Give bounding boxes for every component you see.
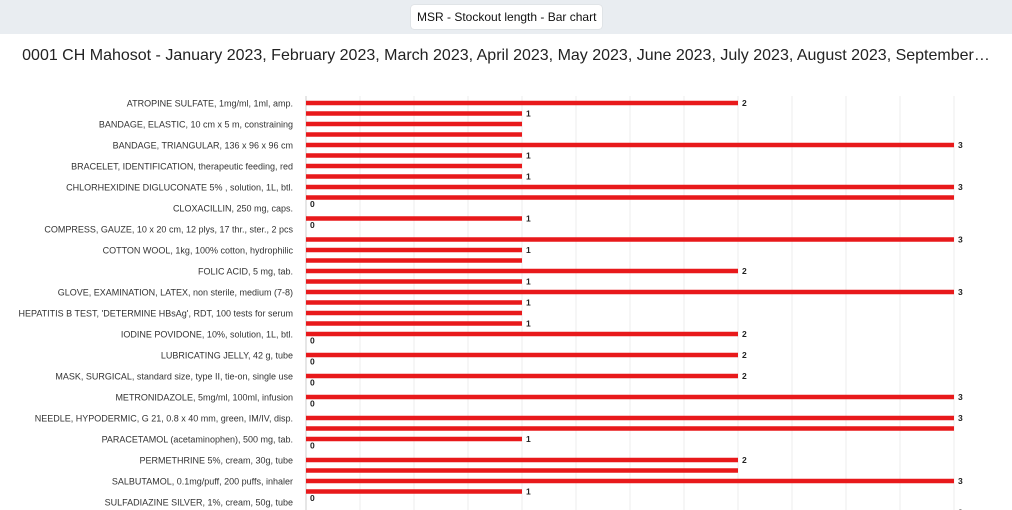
category-label: CHLORHEXIDINE DIGLUCONATE 5% , solution,… — [66, 183, 293, 193]
category-label: MASK, SURGICAL, standard size, type II, … — [55, 372, 293, 382]
bar[interactable] — [306, 478, 954, 484]
category-label: BANDAGE, TRIANGULAR, 136 x 96 x 96 cm — [113, 141, 293, 151]
bar-value-label: 1 — [526, 298, 531, 308]
category-label: PARACETAMOL (acetaminophen), 500 mg, tab… — [102, 435, 293, 445]
category-label: GLOVE, EXAMINATION, LATEX, non sterile, … — [58, 288, 293, 298]
bar-value-label: 3 — [958, 140, 963, 150]
bar[interactable] — [306, 142, 954, 148]
bar-value-label: 0 — [310, 357, 315, 367]
bar[interactable] — [306, 268, 738, 274]
bar[interactable] — [306, 321, 522, 326]
bar-value-label: 0 — [310, 493, 315, 503]
bar-value-label: 2 — [742, 455, 747, 465]
category-label: COMPRESS, GAUZE, 10 x 20 cm, 12 plys, 17… — [44, 225, 293, 235]
category-label: LUBRICATING JELLY, 42 g, tube — [161, 351, 293, 361]
bar[interactable] — [306, 216, 522, 221]
bar[interactable] — [306, 195, 954, 200]
bar-value-label: 1 — [526, 434, 531, 444]
bar-value-label: 3 — [958, 476, 963, 486]
bar[interactable] — [306, 331, 738, 337]
bar-value-label: 3 — [958, 508, 963, 510]
bar[interactable] — [306, 184, 954, 190]
bar[interactable] — [306, 100, 738, 106]
category-label: BRACELET, IDENTIFICATION, therapeutic fe… — [71, 162, 293, 172]
bar[interactable] — [306, 163, 522, 169]
bar[interactable] — [306, 415, 954, 421]
bar[interactable] — [306, 310, 522, 316]
bar[interactable] — [306, 289, 954, 295]
bar-value-label: 3 — [958, 182, 963, 192]
bar-value-label: 1 — [526, 214, 531, 224]
category-label: ATROPINE SULFATE, 1mg/ml, 1ml, amp. — [127, 99, 293, 109]
bar[interactable] — [306, 132, 522, 137]
bar-value-label: 3 — [958, 392, 963, 402]
category-label: SULFADIAZINE SILVER, 1%, cream, 50g, tub… — [105, 498, 293, 508]
bar-value-label: 0 — [310, 336, 315, 346]
bar-value-label: 1 — [526, 245, 531, 255]
bar[interactable] — [306, 489, 522, 494]
bar[interactable] — [306, 237, 954, 242]
bar[interactable] — [306, 373, 738, 379]
bar-value-label: 2 — [742, 266, 747, 276]
bar[interactable] — [306, 121, 522, 127]
bar-value-label: 2 — [742, 371, 747, 381]
bar-value-label: 2 — [742, 98, 747, 108]
bar[interactable] — [306, 300, 522, 305]
top-bar: MSR - Stockout length - Bar chart — [0, 0, 1012, 34]
category-label: NEEDLE, HYPODERMIC, G 21, 0.8 x 40 mm, g… — [35, 414, 293, 424]
bar-value-label: 1 — [526, 172, 531, 182]
bar[interactable] — [306, 394, 954, 400]
bar-value-label: 0 — [310, 441, 315, 451]
category-label: HEPATITIS B TEST, 'DETERMINE HBsAg', RDT… — [19, 309, 294, 319]
bar[interactable] — [306, 436, 522, 442]
category-label: METRONIDAZOLE, 5mg/ml, 100ml, infusion — [115, 393, 293, 403]
bar[interactable] — [306, 258, 522, 263]
bar-value-label: 1 — [526, 151, 531, 161]
bar-value-label: 0 — [310, 399, 315, 409]
category-label: FOLIC ACID, 5 mg, tab. — [198, 267, 293, 277]
bar-value-label: 1 — [526, 319, 531, 329]
category-label: SALBUTAMOL, 0.1mg/puff, 200 puffs, inhal… — [112, 477, 293, 487]
bar[interactable] — [306, 111, 522, 116]
chart-type-badge: MSR - Stockout length - Bar chart — [411, 5, 603, 29]
bar-value-label: 3 — [958, 287, 963, 297]
bar-value-label: 1 — [526, 109, 531, 119]
category-label: BANDAGE, ELASTIC, 10 cm x 5 m, constrain… — [99, 120, 293, 130]
bar-value-label: 3 — [958, 235, 963, 245]
category-label: CLOXACILLIN, 250 mg, caps. — [173, 204, 293, 214]
bar[interactable] — [306, 352, 738, 358]
bar[interactable] — [306, 279, 522, 284]
bar-value-label: 0 — [310, 199, 315, 209]
category-label: IODINE POVIDONE, 10%, solution, 1L, btl. — [121, 330, 293, 340]
bar[interactable] — [306, 468, 738, 473]
bar[interactable] — [306, 153, 522, 158]
bar[interactable] — [306, 457, 738, 463]
bar[interactable] — [306, 247, 522, 253]
bar[interactable] — [306, 174, 522, 179]
bar-value-label: 2 — [742, 329, 747, 339]
bar-value-label: 3 — [958, 413, 963, 423]
bar-value-label: 2 — [742, 350, 747, 360]
bar-value-label: 0 — [310, 220, 315, 230]
bar-value-label: 1 — [526, 277, 531, 287]
bar[interactable] — [306, 426, 954, 431]
category-label: COTTON WOOL, 1kg, 100% cotton, hydrophil… — [103, 246, 294, 256]
bar-value-label: 0 — [310, 378, 315, 388]
bar-value-label: 1 — [526, 487, 531, 497]
category-label: PERMETHRINE 5%, cream, 30g, tube — [139, 456, 293, 466]
